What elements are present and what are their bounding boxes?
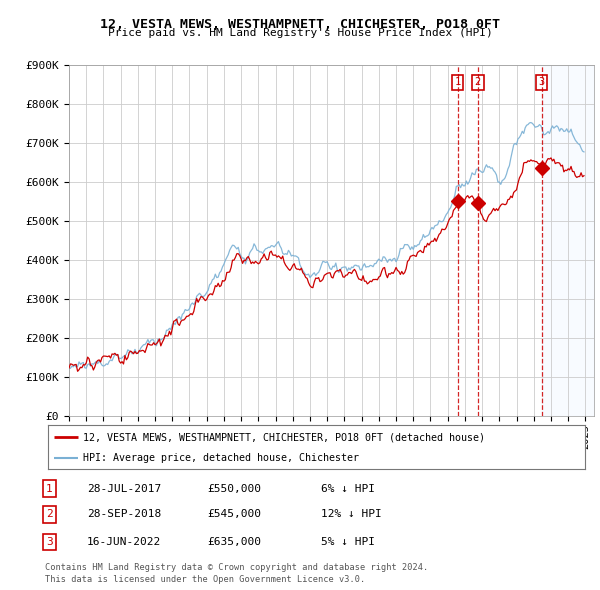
Text: This data is licensed under the Open Government Licence v3.0.: This data is licensed under the Open Gov… [45, 575, 365, 584]
Text: 12, VESTA MEWS, WESTHAMPNETT, CHICHESTER, PO18 0FT (detached house): 12, VESTA MEWS, WESTHAMPNETT, CHICHESTER… [83, 432, 485, 442]
Text: 2: 2 [46, 510, 53, 519]
Text: 16-JUN-2022: 16-JUN-2022 [87, 537, 161, 546]
Text: Contains HM Land Registry data © Crown copyright and database right 2024.: Contains HM Land Registry data © Crown c… [45, 563, 428, 572]
Text: £635,000: £635,000 [207, 537, 261, 546]
Text: 1: 1 [46, 484, 53, 493]
Text: 28-SEP-2018: 28-SEP-2018 [87, 510, 161, 519]
Text: Price paid vs. HM Land Registry's House Price Index (HPI): Price paid vs. HM Land Registry's House … [107, 28, 493, 38]
Text: 2: 2 [475, 77, 481, 87]
Text: 1: 1 [454, 77, 461, 87]
Bar [542, 65, 594, 416]
Text: 6% ↓ HPI: 6% ↓ HPI [321, 484, 375, 493]
Text: £550,000: £550,000 [207, 484, 261, 493]
Text: 3: 3 [539, 77, 545, 87]
Text: 28-JUL-2017: 28-JUL-2017 [87, 484, 161, 493]
Text: £545,000: £545,000 [207, 510, 261, 519]
Text: HPI: Average price, detached house, Chichester: HPI: Average price, detached house, Chic… [83, 453, 359, 463]
Text: 3: 3 [46, 537, 53, 546]
Text: 12, VESTA MEWS, WESTHAMPNETT, CHICHESTER, PO18 0FT: 12, VESTA MEWS, WESTHAMPNETT, CHICHESTER… [100, 18, 500, 31]
Text: 12% ↓ HPI: 12% ↓ HPI [321, 510, 382, 519]
Text: 5% ↓ HPI: 5% ↓ HPI [321, 537, 375, 546]
